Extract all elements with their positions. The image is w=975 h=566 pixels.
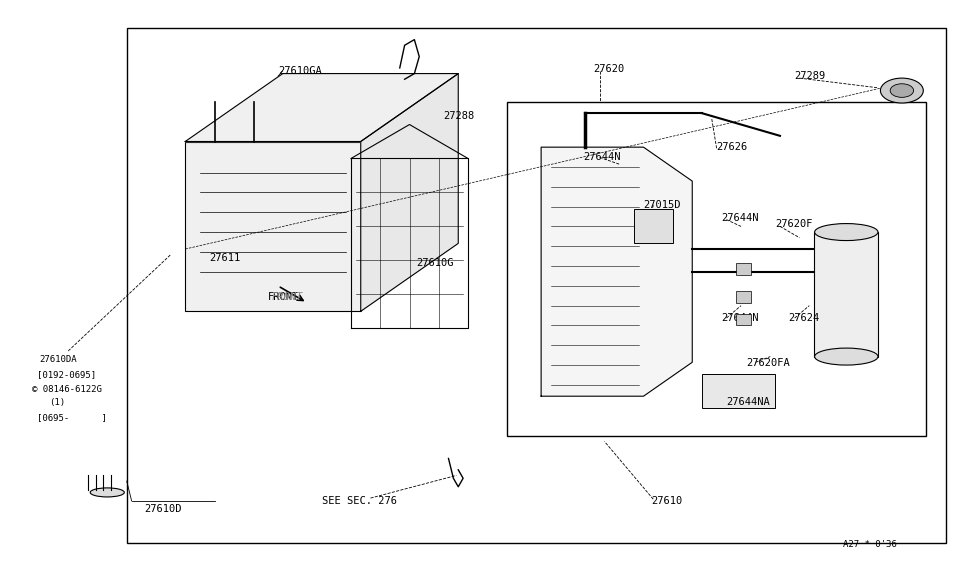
Text: 27644N: 27644N (583, 152, 620, 162)
Text: SEE SEC. 276: SEE SEC. 276 (322, 496, 397, 506)
Bar (736, 314, 751, 325)
Polygon shape (185, 74, 458, 142)
Text: 27610GA: 27610GA (278, 66, 322, 76)
Text: FRONT: FRONT (271, 292, 302, 302)
Text: 27620F: 27620F (775, 218, 812, 229)
Text: 27620: 27620 (593, 64, 624, 74)
Bar (736, 263, 751, 275)
FancyBboxPatch shape (185, 142, 361, 311)
Polygon shape (541, 147, 692, 396)
Text: (1): (1) (49, 398, 65, 408)
Text: 27620FA: 27620FA (746, 358, 790, 368)
Text: [0695-      ]: [0695- ] (37, 413, 107, 422)
Text: 27610: 27610 (651, 496, 682, 506)
Bar (702, 374, 775, 408)
Text: A27 * 0'36: A27 * 0'36 (843, 540, 897, 549)
Bar (814, 232, 878, 357)
Text: © 08146-6122G: © 08146-6122G (32, 385, 102, 394)
Text: 27611: 27611 (210, 252, 241, 263)
Text: 27610DA: 27610DA (39, 355, 77, 364)
Bar (507, 102, 926, 436)
Text: [0192-0695]: [0192-0695] (37, 370, 97, 379)
Text: 27644NA: 27644NA (726, 397, 770, 407)
Text: 27288: 27288 (444, 111, 475, 121)
Text: 27610D: 27610D (144, 504, 181, 514)
Text: 27644N: 27644N (722, 313, 759, 323)
Text: 27015D: 27015D (644, 200, 681, 210)
Circle shape (890, 84, 914, 97)
Text: 27289: 27289 (795, 71, 826, 82)
Text: 27644N: 27644N (722, 213, 759, 223)
Text: 27626: 27626 (717, 142, 748, 152)
Ellipse shape (90, 488, 125, 497)
Bar (634, 209, 673, 243)
Ellipse shape (814, 348, 878, 365)
Text: 27624: 27624 (788, 313, 819, 323)
Bar (736, 291, 751, 303)
Text: 27610G: 27610G (416, 258, 453, 268)
Polygon shape (361, 74, 458, 311)
Text: FRONT: FRONT (268, 292, 299, 302)
Circle shape (880, 78, 923, 103)
Bar (127, 28, 946, 543)
Ellipse shape (814, 224, 878, 241)
